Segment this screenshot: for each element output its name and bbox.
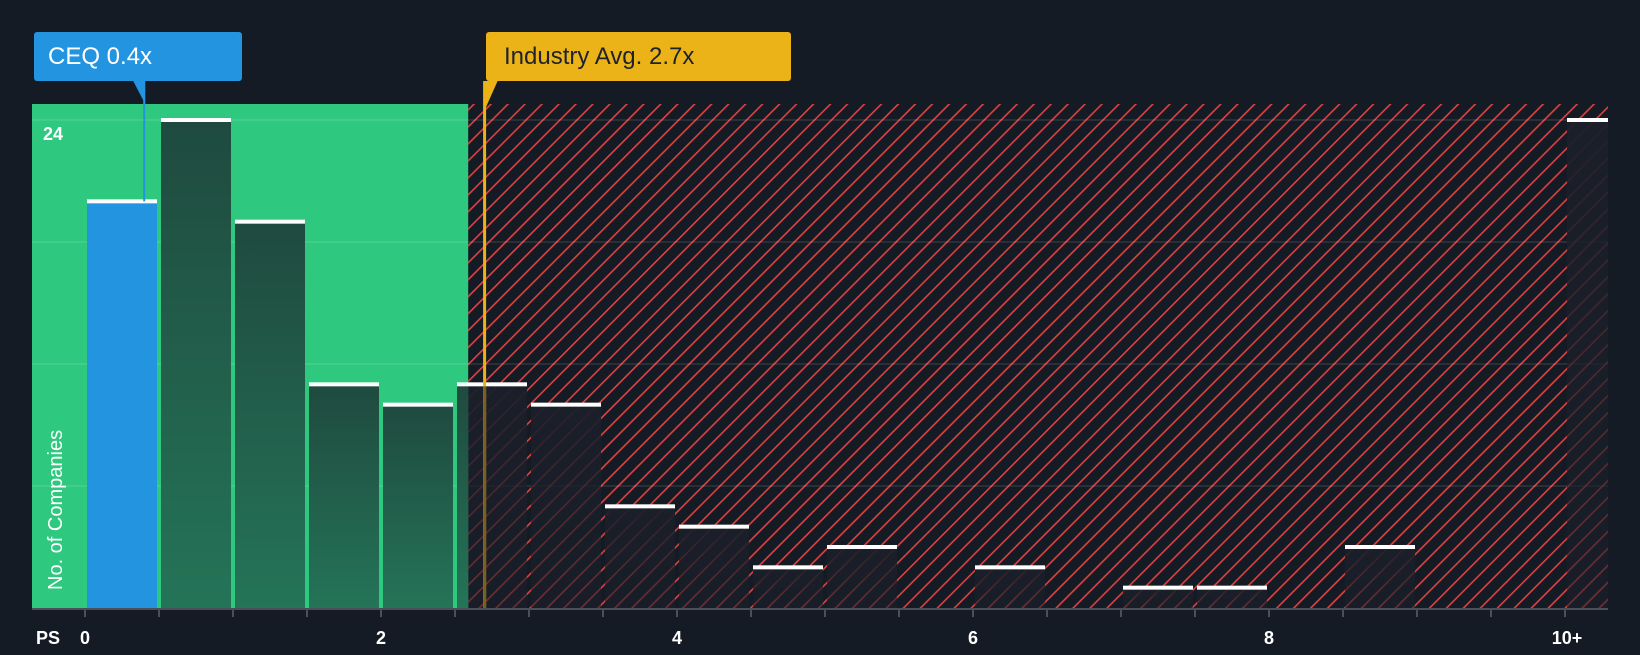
histogram-bar — [827, 545, 897, 608]
bar-top-cap — [161, 118, 231, 122]
bar-top-cap — [1345, 545, 1415, 549]
bar-top-cap — [235, 219, 305, 224]
bar-body — [309, 384, 379, 608]
bar-top-cap — [975, 565, 1045, 570]
bar-body — [1123, 587, 1193, 608]
histogram-bar — [235, 219, 305, 608]
bar-body — [1197, 587, 1267, 608]
histogram-bar — [1567, 118, 1608, 608]
bar-body — [468, 384, 527, 608]
bar-body — [1345, 547, 1415, 608]
bar-top-cap — [1123, 585, 1193, 590]
histogram-bar — [87, 199, 157, 609]
histogram-bar — [531, 402, 601, 608]
bar-body — [975, 567, 1045, 608]
company-ps-callout: CEQ 0.4x — [34, 32, 242, 81]
value-markers — [133, 81, 498, 608]
histogram-bar — [1345, 545, 1415, 608]
bar-top-cap — [827, 545, 897, 549]
x-tick-label: 8 — [1263, 628, 1275, 648]
industry-avg-label: Industry Avg. 2.7x — [504, 43, 695, 70]
industry-avg-callout: Industry Avg. 2.7x — [486, 32, 791, 81]
y-max-tick-label: 24 — [43, 124, 64, 144]
histogram-bar — [383, 402, 453, 608]
bar-top-cap — [679, 524, 749, 529]
bar-top-cap — [87, 199, 157, 204]
x-axis-title: PS — [36, 628, 61, 648]
histogram-bar — [753, 565, 823, 608]
histogram-bar — [1197, 585, 1267, 608]
histogram-bar — [309, 382, 379, 608]
bar-top-cap — [457, 382, 527, 387]
bar-body — [235, 221, 305, 608]
histogram-bar — [1123, 585, 1193, 608]
y-axis-title: No. of Companies — [45, 429, 67, 590]
bar-top-cap — [605, 504, 675, 509]
bar-body — [679, 526, 749, 608]
bar-body — [531, 404, 601, 608]
histogram-bar — [605, 504, 675, 608]
bar-body — [161, 120, 231, 608]
histogram-bar — [679, 524, 749, 608]
histogram-bar — [161, 118, 231, 608]
industry-callout-pointer — [483, 81, 498, 108]
bar-body — [827, 547, 897, 608]
company-ps-label: CEQ 0.4x — [48, 43, 153, 70]
x-tick-label: 10+ — [1551, 628, 1583, 648]
bar-body — [383, 404, 453, 608]
histogram-bar — [975, 565, 1045, 608]
bar-body — [457, 384, 469, 608]
company-callout-pointer — [133, 81, 146, 104]
bar-body — [87, 201, 157, 609]
bar-body — [605, 506, 675, 608]
bar-top-cap — [531, 402, 601, 407]
x-tick-label: 4 — [671, 628, 683, 648]
x-axis — [32, 608, 1608, 617]
histogram-bars — [87, 118, 1608, 609]
bar-body — [1567, 120, 1608, 608]
bar-top-cap — [753, 565, 823, 570]
bar-top-cap — [383, 402, 453, 407]
bar-body — [753, 567, 823, 608]
bar-top-cap — [1567, 118, 1608, 122]
x-tick-label: 2 — [375, 628, 387, 648]
bar-top-cap — [1197, 585, 1267, 590]
x-tick-label: 6 — [967, 628, 979, 648]
histogram-bar — [457, 382, 527, 608]
x-tick-label: 0 — [79, 628, 91, 648]
bar-top-cap — [309, 382, 379, 387]
